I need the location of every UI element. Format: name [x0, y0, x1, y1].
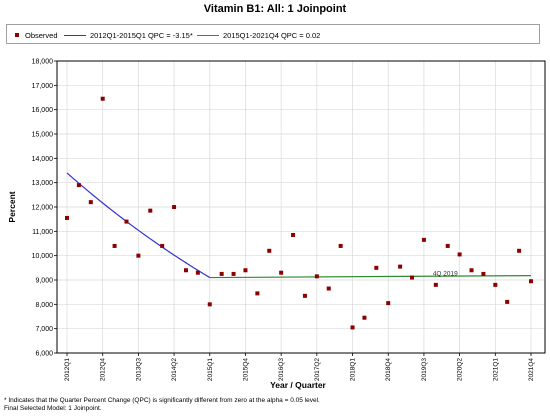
observed-marker-icon	[15, 33, 19, 37]
trend-line-segment1	[66, 172, 211, 279]
x-tick-label: 2017Q2	[314, 358, 321, 382]
legend-label-observed: Observed	[25, 30, 58, 40]
observed-point	[160, 243, 165, 248]
plot-area: 6,000 7,000 8,000 9,000 10,000 11,000 12,000 13…	[7, 59, 546, 390]
observed-point	[195, 270, 200, 275]
observed-point	[469, 268, 474, 273]
x-tick-label: 2021Q1	[492, 358, 499, 382]
observed-point	[136, 253, 141, 258]
observed-point	[112, 243, 117, 248]
y-tick-label: 11,000	[32, 229, 53, 236]
observed-points	[65, 96, 533, 330]
observed-point	[76, 183, 81, 188]
legend: Observed 2012Q1-2015Q1 QPC = -3.15* 2015…	[6, 24, 540, 44]
legend-entry-segment2: 2015Q1-2021Q4 QPC = 0.02	[197, 28, 320, 42]
x-axis-label: Year / Quarter	[270, 380, 326, 390]
observed-point	[314, 274, 319, 279]
legend-label-segment1: 2012Q1-2015Q1 QPC = -3.15*	[90, 30, 193, 40]
x-tick-label: 2012Q4	[100, 358, 107, 382]
x-tick-label: 2012Q1	[64, 358, 71, 382]
y-tick-label: 13,000	[32, 180, 54, 187]
observed-point	[255, 291, 260, 296]
annotations: 4Q 2019	[433, 270, 458, 277]
observed-point	[231, 271, 236, 276]
observed-point	[88, 200, 93, 205]
observed-point	[410, 275, 415, 280]
observed-point	[207, 302, 212, 307]
y-tick-label: 15,000	[32, 132, 54, 139]
x-tick-label: 2020Q2	[457, 358, 464, 382]
legend-entry-segment1: 2012Q1-2015Q1 QPC = -3.15*	[64, 28, 193, 42]
observed-point	[350, 325, 355, 330]
observed-point	[267, 248, 272, 253]
observed-point	[326, 286, 331, 291]
observed-point	[183, 268, 188, 273]
observed-point	[291, 232, 296, 237]
observed-point	[65, 215, 69, 220]
x-tick-label: 2019Q3	[421, 358, 428, 382]
y-tick-label: 7,000	[35, 326, 53, 333]
observed-point	[219, 271, 224, 276]
observed-point	[445, 243, 450, 248]
trend-lines	[66, 172, 532, 279]
x-tick-label: 2015Q4	[242, 358, 249, 382]
observed-point	[362, 315, 367, 320]
y-tick-label: 14,000	[32, 156, 54, 163]
legend-entry-observed: Observed	[15, 28, 58, 42]
observed-point	[505, 299, 510, 304]
observed-point	[279, 270, 284, 275]
observed-point	[100, 96, 105, 101]
blue-line-icon	[64, 34, 86, 36]
x-tick-label: 2016Q3	[278, 358, 285, 382]
y-tick-label: 16,000	[32, 107, 54, 114]
x-tick-label: 2014Q2	[171, 358, 178, 382]
y-axis-label: Percent	[7, 191, 17, 222]
y-tick-label: 12,000	[32, 205, 54, 212]
observed-point	[124, 219, 129, 224]
observed-point	[457, 252, 462, 257]
y-tick-label: 8,000	[35, 302, 53, 309]
observed-point	[386, 301, 391, 306]
final-model-note: Final Selected Model: 1 Joinpoint.	[4, 405, 102, 412]
grid-lines	[57, 60, 545, 354]
observed-point	[433, 282, 438, 287]
x-tick-label: 2013Q3	[135, 358, 142, 382]
observed-point	[421, 237, 426, 242]
y-axis-ticks: 6,000 7,000 8,000 9,000 10,000 11,000 12,000 13…	[32, 59, 57, 358]
observed-point	[517, 248, 522, 253]
observed-point	[338, 243, 343, 248]
joinpoint-annotation: 4Q 2019	[433, 270, 458, 277]
x-tick-label: 2018Q1	[350, 358, 357, 382]
legend-label-segment2: 2015Q1-2021Q4 QPC = 0.02	[223, 30, 321, 40]
observed-point	[398, 264, 403, 269]
chart-title: Vitamin B1: All: 1 Joinpoint	[203, 3, 347, 15]
observed-point	[148, 208, 153, 213]
x-tick-label: 2015Q1	[207, 358, 214, 382]
x-tick-label: 2018Q4	[385, 358, 392, 382]
y-tick-label: 10,000	[32, 253, 54, 260]
y-tick-label: 9,000	[35, 278, 53, 285]
x-tick-label: 2021Q4	[528, 358, 535, 382]
y-tick-label: 18,000	[32, 59, 54, 66]
observed-point	[172, 205, 177, 209]
observed-point	[481, 271, 486, 276]
observed-point	[529, 279, 533, 284]
footnote: * Indicates that the Quarter Percent Cha…	[4, 397, 320, 404]
observed-point	[302, 293, 307, 298]
x-axis-ticks: 2012Q1 2012Q4 2013Q3 2014Q2 2015Q1 2015Q4 2016…	[64, 353, 535, 381]
observed-point	[493, 282, 498, 287]
green-line-icon	[197, 34, 219, 36]
y-tick-label: 6,000	[35, 351, 53, 358]
observed-point	[243, 268, 248, 273]
y-tick-label: 17,000	[32, 83, 54, 90]
trend-line-segment2	[209, 275, 532, 279]
observed-point	[374, 265, 379, 270]
